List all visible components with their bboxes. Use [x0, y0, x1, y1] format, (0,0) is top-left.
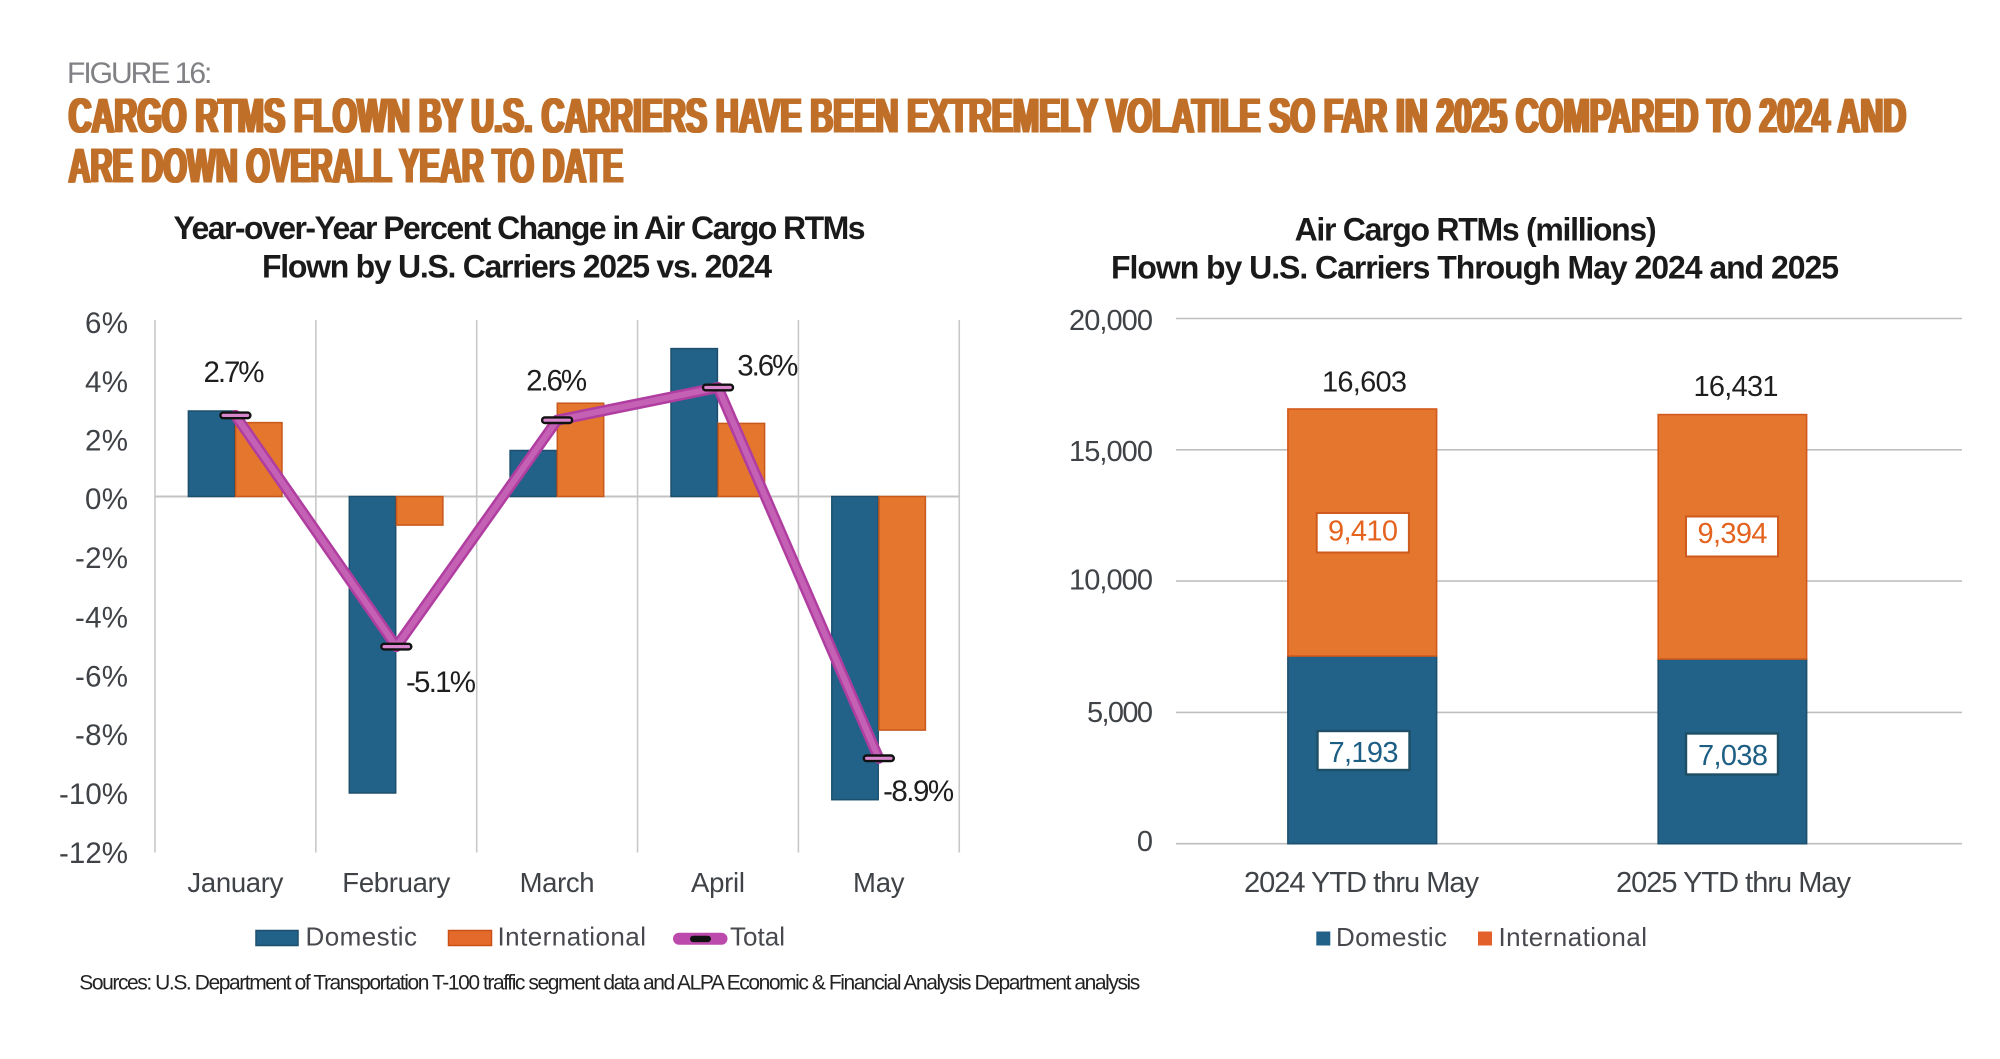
svg-text:-8%: -8%	[75, 719, 128, 752]
svg-text:April: April	[691, 867, 745, 898]
svg-text:2025 YTD thru May: 2025 YTD thru May	[1616, 867, 1852, 899]
svg-text:9,410: 9,410	[1328, 516, 1398, 548]
svg-text:10,000: 10,000	[1069, 565, 1153, 597]
svg-text:International: International	[498, 922, 647, 952]
svg-text:7,038: 7,038	[1698, 740, 1768, 772]
svg-text:9,394: 9,394	[1698, 518, 1768, 550]
svg-text:7,193: 7,193	[1329, 737, 1399, 769]
svg-text:-6%: -6%	[75, 661, 128, 694]
svg-text:ARE DOWN OVERALL YEAR TO DATE: ARE DOWN OVERALL YEAR TO DATE	[69, 138, 624, 193]
svg-text:2%: 2%	[85, 425, 128, 458]
svg-text:-5.1%: -5.1%	[406, 666, 476, 699]
svg-text:-2%: -2%	[75, 542, 128, 575]
svg-text:0%: 0%	[85, 483, 128, 516]
svg-text:-10%: -10%	[59, 778, 128, 811]
svg-text:CARGO RTMS FLOWN BY U.S. CARRI: CARGO RTMS FLOWN BY U.S. CARRIERS HAVE B…	[69, 87, 1907, 143]
svg-text:Year-over-Year Percent Change: Year-over-Year Percent Change in Air Car…	[174, 210, 866, 246]
svg-text:Flown by U.S. Carriers Through: Flown by U.S. Carriers Through May 2024 …	[1111, 249, 1839, 285]
svg-text:Flown by U.S. Carriers 2025 vs: Flown by U.S. Carriers 2025 vs. 2024	[262, 249, 772, 285]
svg-text:16,431: 16,431	[1694, 371, 1779, 403]
svg-text:6%: 6%	[85, 307, 128, 340]
svg-text:May: May	[853, 867, 905, 898]
svg-text:0: 0	[1137, 826, 1153, 858]
svg-text:Total: Total	[730, 922, 785, 952]
svg-text:16,603: 16,603	[1322, 367, 1407, 399]
svg-text:15,000: 15,000	[1069, 436, 1153, 468]
svg-text:Sources: U.S. Department of Tr: Sources: U.S. Department of Transportati…	[79, 972, 1140, 995]
svg-text:-12%: -12%	[59, 837, 128, 870]
svg-text:-8.9%: -8.9%	[883, 775, 954, 808]
svg-text:5,000: 5,000	[1087, 697, 1153, 729]
svg-text:CARGO RTMS FLOWN BY U.S. CARRI: CARGO RTMS FLOWN BY U.S. CARRIERS HAVE B…	[67, 87, 1905, 143]
svg-text:ARE DOWN OVERALL YEAR TO DATE: ARE DOWN OVERALL YEAR TO DATE	[70, 138, 625, 193]
svg-text:Air Cargo RTMs (millions): Air Cargo RTMs (millions)	[1295, 211, 1657, 247]
svg-text:Domestic: Domestic	[306, 922, 418, 952]
svg-text:March: March	[520, 867, 595, 898]
svg-text:2.7%: 2.7%	[204, 356, 265, 389]
svg-text:20,000: 20,000	[1069, 305, 1153, 337]
svg-text:4%: 4%	[85, 366, 128, 399]
svg-text:February: February	[342, 867, 450, 898]
svg-text:3.6%: 3.6%	[737, 350, 798, 383]
svg-text:-4%: -4%	[75, 602, 128, 635]
svg-text:FIGURE 16:: FIGURE 16:	[67, 57, 212, 90]
svg-text:Domestic: Domestic	[1336, 922, 1447, 952]
svg-text:January: January	[187, 867, 283, 898]
svg-text:2.6%: 2.6%	[526, 365, 587, 398]
svg-text:International: International	[1499, 922, 1648, 952]
svg-text:CARGO RTMS FLOWN BY U.S. CARRI: CARGO RTMS FLOWN BY U.S. CARRIERS HAVE B…	[70, 87, 1908, 143]
svg-text:2024 YTD thru May: 2024 YTD thru May	[1244, 867, 1480, 899]
svg-text:ARE DOWN OVERALL YEAR TO DATE: ARE DOWN OVERALL YEAR TO DATE	[67, 138, 622, 193]
